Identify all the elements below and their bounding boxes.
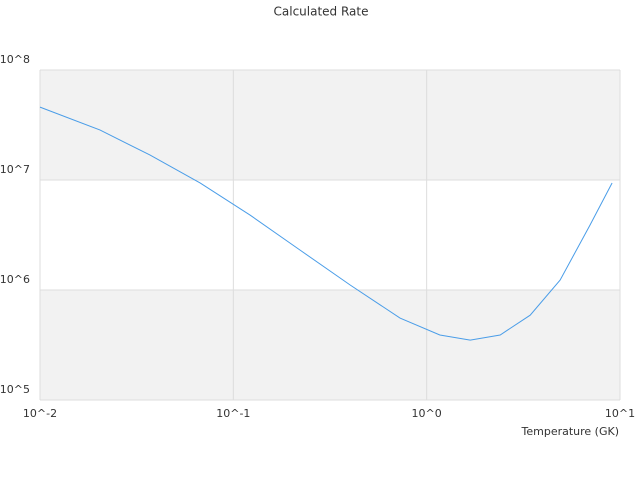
y-tick-label: 10^6 bbox=[0, 273, 30, 286]
chart-title: Calculated Rate bbox=[274, 5, 369, 19]
y-tick-label: 10^8 bbox=[0, 53, 30, 66]
x-axis-label: Temperature (GK) bbox=[521, 425, 620, 438]
y-tick-label: 10^5 bbox=[0, 383, 30, 396]
line-series bbox=[39, 106, 613, 341]
band bbox=[40, 290, 620, 400]
x-tick-label: 10^0 bbox=[412, 407, 442, 420]
x-tick-label: 10^1 bbox=[605, 407, 635, 420]
band bbox=[40, 70, 620, 180]
y-tick-label: 10^7 bbox=[0, 163, 30, 176]
x-tick-label: 10^-2 bbox=[23, 407, 57, 420]
x-tick-label: 10^-1 bbox=[216, 407, 250, 420]
